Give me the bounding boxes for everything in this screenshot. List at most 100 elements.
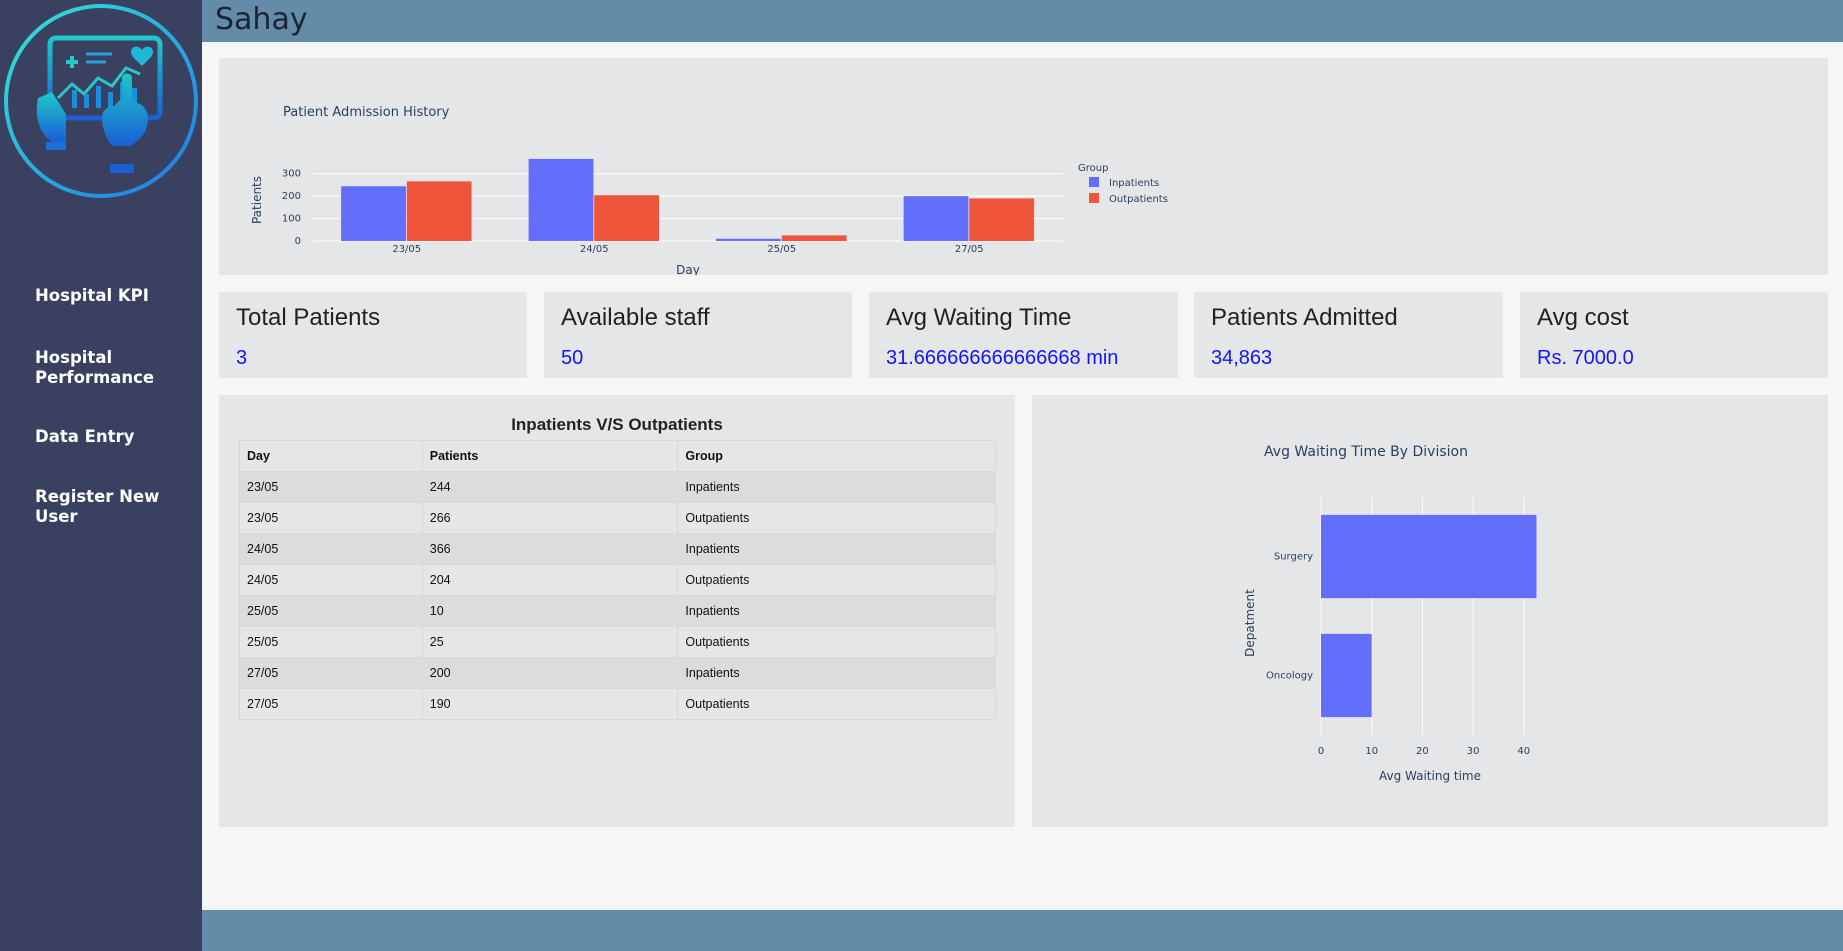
table-row: 25/05 10 Inpatients <box>239 595 996 627</box>
x-tick-label: 25/05 <box>767 244 796 255</box>
legend-entry[interactable]: Inpatients <box>1109 178 1159 189</box>
table-cell: 24/05 <box>239 564 423 596</box>
chart-title: Avg Waiting Time By Division <box>1264 444 1468 460</box>
header-bar: Sahay <box>202 0 1843 42</box>
table-row: 24/05 204 Outpatients <box>239 564 996 596</box>
table-row: 27/05 190 Outpatients <box>239 688 996 720</box>
kpi-title: Patients Admitted <box>1211 304 1398 331</box>
table-row: 27/05 200 Inpatients <box>239 657 996 689</box>
y-axis-label: Patients <box>250 176 264 224</box>
footer-bar <box>202 910 1843 951</box>
waiting-time-chart-panel: Avg Waiting Time By Division 0 10 20 30 40 Sur… <box>1032 395 1828 827</box>
admission-chart-panel: Patient Admission History 0 100 200 300 23/05… <box>219 58 1828 277</box>
bar[interactable] <box>528 158 594 241</box>
table-cell: 200 <box>421 657 679 689</box>
kpi-title: Avg cost <box>1537 304 1629 331</box>
kpi-card-total-patients: Total Patients 3 <box>219 292 527 378</box>
x-tick-label: 24/05 <box>580 244 609 255</box>
kpi-title: Avg Waiting Time <box>886 304 1072 331</box>
legend-entry[interactable]: Outpatients <box>1109 194 1168 205</box>
column-header-day[interactable]: Day <box>239 440 423 472</box>
table-cell: Outpatients <box>677 564 996 596</box>
sidebar-item-register-new-user[interactable]: Register New User <box>35 487 160 526</box>
bar[interactable] <box>903 196 969 241</box>
kpi-title: Available staff <box>561 304 710 331</box>
sidebar-item-data-entry[interactable]: Data Entry <box>35 427 135 446</box>
bar[interactable] <box>406 181 472 241</box>
kpi-card-patients-admitted: Patients Admitted 34,863 <box>1194 292 1503 378</box>
y-tick-label: 0 <box>295 236 301 247</box>
bar[interactable] <box>716 238 781 241</box>
bar[interactable] <box>781 235 847 241</box>
column-header-group[interactable]: Group <box>677 440 996 472</box>
x-axis-label: Avg Waiting time <box>1379 769 1481 783</box>
y-tick-label: Oncology <box>1266 671 1313 682</box>
admission-history-chart: Patient Admission History 0 100 200 300 23/05… <box>250 105 1168 277</box>
table-cell: Inpatients <box>677 657 996 689</box>
table-cell: 24/05 <box>239 533 423 565</box>
x-tick-label: 0 <box>1318 746 1324 757</box>
legend-swatch[interactable] <box>1089 193 1099 203</box>
legend-swatch[interactable] <box>1089 177 1099 187</box>
x-tick-label: 30 <box>1467 746 1480 757</box>
table-row: 24/05 366 Inpatients <box>239 533 996 565</box>
table-cell: 25 <box>421 626 679 658</box>
bar[interactable] <box>594 195 660 241</box>
table-cell: 23/05 <box>239 502 423 534</box>
table-cell: 27/05 <box>239 657 423 689</box>
table-header-row: Day Patients Group <box>239 440 996 472</box>
kpi-card-avg-waiting-time: Avg Waiting Time 31.666666666666668 min <box>869 292 1178 378</box>
table-cell: 25/05 <box>239 595 423 627</box>
waiting-time-by-division-chart: Avg Waiting Time By Division 0 10 20 30 40 Sur… <box>1243 444 1537 783</box>
kpi-card-avg-cost: Avg cost Rs. 7000.0 <box>1520 292 1828 378</box>
table-cell: Inpatients <box>677 533 996 565</box>
y-tick-label: Surgery <box>1274 552 1313 563</box>
sidebar-item-hospital-kpi[interactable]: Hospital KPI <box>35 286 149 305</box>
x-axis-label: Day <box>676 263 700 275</box>
table-title: Inpatients V/S Outpatients <box>511 415 723 434</box>
chart-title: Patient Admission History <box>283 105 450 120</box>
y-tick-label: 100 <box>282 214 301 225</box>
x-tick-label: 20 <box>1416 746 1429 757</box>
table-cell: 23/05 <box>239 471 423 503</box>
table-cell: 266 <box>421 502 679 534</box>
patients-table-panel: Inpatients V/S Outpatients Day Patients … <box>219 395 1015 827</box>
legend-title: Group <box>1078 163 1108 174</box>
table-cell: 25/05 <box>239 626 423 658</box>
kpi-title: Total Patients <box>236 304 381 331</box>
x-tick-label: 27/05 <box>955 244 984 255</box>
bar[interactable] <box>1321 633 1372 718</box>
sidebar: Hospital KPI Hospital Performance Data E… <box>0 0 202 951</box>
kpi-value: Rs. 7000.0 <box>1537 347 1634 369</box>
kpi-value: 34,863 <box>1211 347 1273 369</box>
bar[interactable] <box>1321 514 1537 599</box>
bar[interactable] <box>341 186 406 241</box>
y-tick-label: 200 <box>282 191 301 202</box>
table-cell: Outpatients <box>677 502 996 534</box>
table-cell: 27/05 <box>239 688 423 720</box>
kpi-value: 3 <box>236 347 248 369</box>
table-cell: Outpatients <box>677 688 996 720</box>
table-cell: Inpatients <box>677 471 996 503</box>
bar[interactable] <box>969 198 1035 241</box>
x-tick-label: 40 <box>1517 746 1530 757</box>
x-tick-label: 10 <box>1365 746 1378 757</box>
table-cell: 190 <box>421 688 679 720</box>
kpi-value: 31.666666666666668 min <box>886 347 1119 369</box>
table-row: 23/05 266 Outpatients <box>239 502 996 534</box>
column-header-patients[interactable]: Patients <box>421 440 679 472</box>
sidebar-item-hospital-performance[interactable]: Hospital Performance <box>35 348 155 387</box>
table-cell: 244 <box>421 471 679 503</box>
medical-dashboard-logo-icon <box>4 4 198 198</box>
table-cell: 204 <box>421 564 679 596</box>
table-cell: 366 <box>421 533 679 565</box>
kpi-value: 50 <box>561 347 584 369</box>
patients-table: Day Patients Group 23/05 244 Inpatients … <box>239 440 996 720</box>
kpi-card-available-staff: Available staff 50 <box>544 292 852 378</box>
table-cell: 10 <box>421 595 679 627</box>
y-tick-label: 300 <box>282 169 301 180</box>
table-row: 23/05 244 Inpatients <box>239 471 996 503</box>
x-tick-label: 23/05 <box>392 244 421 255</box>
table-row: 25/05 25 Outpatients <box>239 626 996 658</box>
app-title: Sahay <box>215 2 308 37</box>
